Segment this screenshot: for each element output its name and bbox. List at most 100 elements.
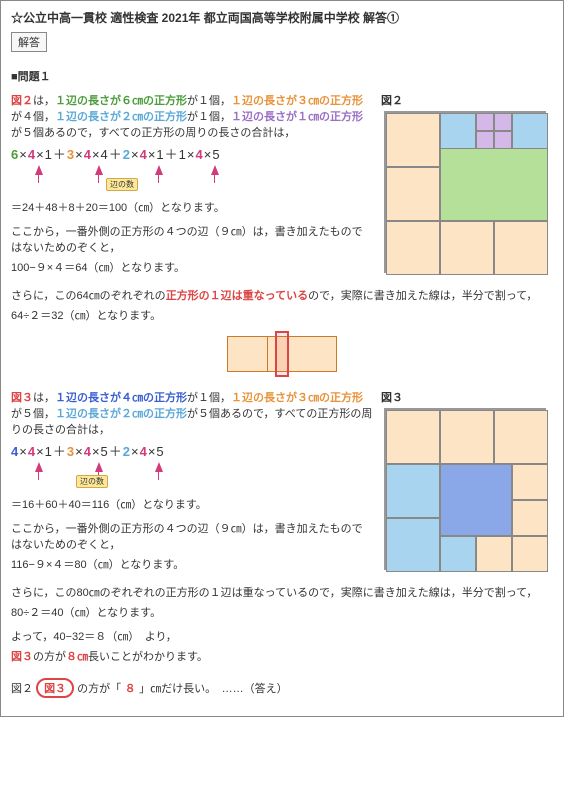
- t: 図３: [11, 651, 33, 663]
- answer-value: ８: [121, 680, 139, 696]
- grid-cell: [512, 536, 548, 572]
- grid-cell: [476, 113, 494, 131]
- grid-cell: [386, 167, 440, 221]
- t: ８㎝: [66, 651, 88, 663]
- fig2-diagram: [384, 111, 546, 273]
- grid-cell: [386, 113, 440, 167]
- problem-title: ■問題１: [11, 68, 553, 84]
- t: は，: [33, 95, 55, 107]
- fig2-p2a: ここから，一番外側の正方形の４つの辺（９㎝）は，書き加えたものではないためのぞく…: [11, 223, 373, 255]
- grid-cell: [440, 410, 494, 464]
- grid-cell: [512, 113, 548, 149]
- n: 4: [84, 147, 92, 162]
- n: 4: [196, 147, 204, 162]
- sq3b: １辺の長さが３㎝の正方形: [231, 392, 363, 404]
- fig3-diagram: [384, 408, 546, 570]
- n: 4: [28, 444, 36, 459]
- t: の方が: [33, 651, 66, 663]
- n: 4: [140, 444, 148, 459]
- t: 長いことがわかります。: [88, 651, 208, 663]
- fig3-arrows: 辺の数: [11, 462, 373, 490]
- n: ×1＋: [36, 444, 67, 459]
- grid-cell: [440, 464, 512, 536]
- fig3-p2a: ここから，一番外側の正方形の４つの辺（９㎝）は，書き加えたものではないためのぞく…: [11, 520, 373, 552]
- page: ☆公立中高一貫校 適性検査 2021年 都立両国高等学校附属中学校 解答① 解答…: [0, 0, 564, 717]
- fig3-intro: 図３は，１辺の長さが４㎝の正方形が１個，１辺の長さが３㎝の正方形が５個，１辺の長…: [11, 389, 373, 437]
- fig2-text: 図２は，１辺の長さが６㎝の正方形が１個，１辺の長さが３㎝の正方形が４個，１辺の長…: [11, 92, 373, 279]
- n: 4: [84, 444, 92, 459]
- n: ×4＋: [92, 147, 123, 162]
- fig3-diagram-col: 図３: [381, 389, 553, 576]
- fig2-row: 図２は，１辺の長さが６㎝の正方形が１個，１辺の長さが３㎝の正方形が４個，１辺の長…: [11, 92, 553, 279]
- fig3-p5: 図３の方が８㎝長いことがわかります。: [11, 648, 553, 664]
- grid-cell: [512, 500, 548, 536]
- grid-cell: [386, 410, 440, 464]
- fig3-formula: 4×4×1＋3×4×5＋2×4×5: [11, 441, 373, 460]
- fig3-row: 図３は，１辺の長さが４㎝の正方形が１個，１辺の長さが３㎝の正方形が５個，１辺の長…: [11, 389, 553, 576]
- fig2-intro: 図２は，１辺の長さが６㎝の正方形が１個，１辺の長さが３㎝の正方形が４個，１辺の長…: [11, 92, 373, 140]
- sq2: １辺の長さが２㎝の正方形: [55, 111, 187, 123]
- content: 図２は，１辺の長さが６㎝の正方形が１個，１辺の長さが３㎝の正方形が４個，１辺の長…: [11, 92, 553, 698]
- t: が１個，: [187, 392, 231, 404]
- answer-badge: 解答: [11, 32, 47, 52]
- n: ×1＋1×: [148, 147, 196, 162]
- fig3-p4: よって，40−32＝８（㎝） より，: [11, 628, 553, 644]
- t: ので，実際に書き加えた線は，半分で割って，: [308, 290, 537, 302]
- grid-cell: [512, 464, 548, 500]
- n: 4: [11, 444, 19, 459]
- fig3-p2b: 116−９×４＝80（㎝）となります。: [11, 556, 373, 572]
- grid-cell: [440, 536, 476, 572]
- page-header: ☆公立中高一貫校 適性検査 2021年 都立両国高等学校附属中学校 解答①: [11, 9, 553, 26]
- fig2-diagram-col: 図２: [381, 92, 553, 279]
- fig2-formula: 6×4×1＋3×4×4＋2×4×1＋1×4×5: [11, 144, 373, 163]
- fig2-calc1: ＝24＋48＋8＋20＝100（㎝）となります。: [11, 199, 373, 215]
- grid-cell: [494, 131, 512, 149]
- n: 6: [11, 147, 19, 162]
- grid-cell: [494, 410, 548, 464]
- t: 正方形の１辺は重なっている: [166, 290, 308, 302]
- grid-cell: [494, 221, 548, 275]
- sq6: １辺の長さが６㎝の正方形: [55, 95, 187, 107]
- grid-cell: [440, 221, 494, 275]
- sq2b: １辺の長さが２㎝の正方形: [55, 408, 187, 420]
- sq3: １辺の長さが３㎝の正方形: [231, 95, 363, 107]
- circled-answer: 図３: [36, 678, 74, 698]
- t: が１個，: [187, 111, 231, 123]
- t: が５個あるので，すべての正方形の周りの長さの合計は，: [11, 127, 295, 139]
- t: 図２: [11, 683, 33, 695]
- fig2-label: 図２: [381, 92, 553, 108]
- grid-cell: [386, 221, 440, 275]
- grid-cell: [476, 536, 512, 572]
- t: が５個，: [11, 408, 55, 420]
- overlap-diagram: [227, 329, 337, 379]
- grid-cell: [386, 518, 440, 572]
- overlap-highlight: [275, 331, 289, 377]
- fig2-p3b: 64÷２＝32（㎝）となります。: [11, 307, 553, 323]
- fig2-p2b: 100−９×４＝64（㎝）となります。: [11, 259, 373, 275]
- sq1: １辺の長さが１㎝の正方形: [231, 111, 363, 123]
- fig3-p3a: さらに，この80㎝のぞれぞれの正方形の１辺は重なっているので，実際に書き加えた線…: [11, 584, 553, 600]
- n: 2: [123, 444, 131, 459]
- t: さらに，この64㎝のぞれぞれの: [11, 290, 166, 302]
- t: 」㎝だけ長い。 ……（答え）: [139, 683, 288, 695]
- fig3-p3b: 80÷２＝40（㎝）となります。: [11, 604, 553, 620]
- fig3-calc1: ＝16＋60＋40＝116（㎝）となります。: [11, 496, 373, 512]
- sq4: １辺の長さが４㎝の正方形: [55, 392, 187, 404]
- grid-cell: [386, 464, 440, 518]
- fig3-ref: 図３: [11, 392, 33, 404]
- fig2-ref: 図２: [11, 95, 33, 107]
- n: ×5＋: [92, 444, 123, 459]
- n: 2: [123, 147, 131, 162]
- fig2-arrows: 辺の数: [11, 165, 373, 193]
- n: ×5: [204, 147, 221, 162]
- n: 3: [67, 444, 75, 459]
- grid-cell: [476, 131, 494, 149]
- n: 4: [28, 147, 36, 162]
- edge-count-label: 辺の数: [76, 475, 108, 488]
- grid-cell: [494, 113, 512, 131]
- edge-count-label: 辺の数: [106, 178, 138, 191]
- n: 4: [140, 147, 148, 162]
- fig2-p3a: さらに，この64㎝のぞれぞれの正方形の１辺は重なっているので，実際に書き加えた線…: [11, 287, 553, 303]
- t: が４個，: [11, 111, 55, 123]
- t: の方が「: [77, 683, 121, 695]
